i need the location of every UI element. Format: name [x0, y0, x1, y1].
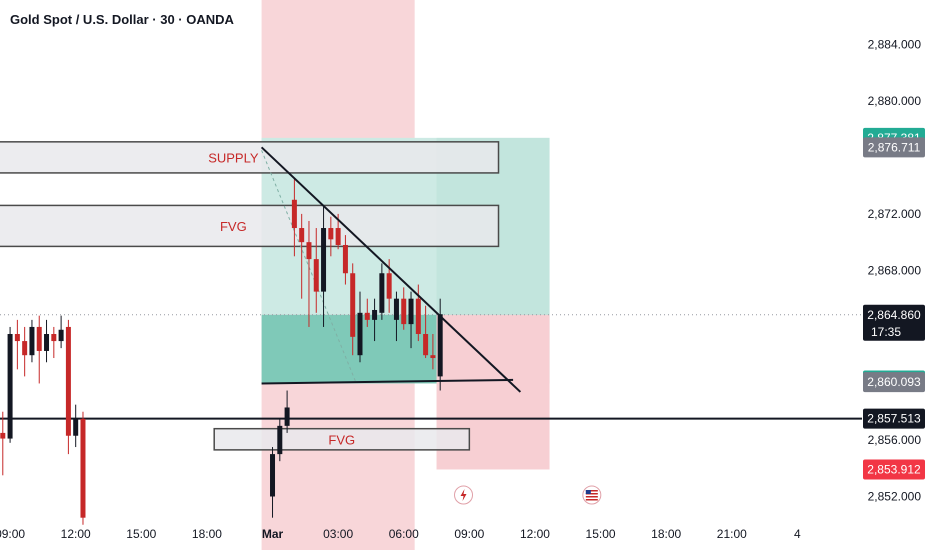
price-badge: [863, 372, 925, 393]
candle: [430, 355, 436, 359]
candle: [58, 329, 64, 342]
price-badge-label: 2,876.711: [868, 140, 921, 154]
fvg-zone-bottom-label: FVG: [328, 432, 355, 447]
candle: [393, 298, 399, 320]
time-tick-label: 09:00: [454, 527, 484, 541]
time-tick-label: Mar: [262, 527, 284, 541]
price-tick-label: 2,856.000: [868, 433, 922, 447]
time-tick-label: 15:00: [126, 527, 156, 541]
price-badge: [863, 459, 925, 480]
candle: [51, 334, 57, 342]
candle: [0, 432, 6, 439]
countdown-label: 17:35: [871, 325, 901, 339]
time-tick-label: 18:00: [192, 527, 222, 541]
candle: [408, 298, 414, 325]
candle: [437, 314, 443, 377]
lightning-event-icon: [454, 485, 474, 505]
candle: [44, 334, 50, 351]
price-badge-label: 2,853.912: [867, 462, 921, 476]
candle: [321, 228, 327, 292]
time-tick-label: 12:00: [520, 527, 550, 541]
price-badge: [863, 304, 925, 341]
price-badge-label: 2,857.513: [867, 412, 921, 426]
candle: [277, 425, 283, 455]
candle: [335, 228, 341, 245]
candle: [306, 242, 312, 260]
lightning-glyph: [460, 489, 467, 501]
candle: [423, 334, 429, 356]
candle: [364, 312, 370, 320]
candle: [73, 418, 79, 436]
price-tick-label: 2,880.000: [868, 94, 922, 108]
candle: [342, 244, 348, 274]
candle: [270, 454, 276, 497]
chart-title: Gold Spot / U.S. Dollar · 30 · OANDA: [10, 12, 234, 27]
candle: [14, 334, 20, 342]
price-tick-label: 2,852.000: [868, 490, 922, 504]
time-tick-label: 09:00: [0, 527, 25, 541]
flag-stripe: [585, 493, 598, 495]
price-tick-label: 2,884.000: [868, 37, 922, 51]
candle: [65, 326, 71, 436]
candle: [379, 273, 385, 313]
fvg-zone-top: [0, 204, 500, 248]
candle: [328, 228, 334, 240]
candle: [372, 309, 378, 320]
fvg-zone-top-label: FVG: [220, 219, 247, 234]
flag-icon-ring: [582, 485, 602, 505]
price-badge: [863, 137, 925, 158]
candle: [415, 298, 421, 335]
time-tick-label: 12:00: [61, 527, 91, 541]
time-tick-label: 15:00: [586, 527, 616, 541]
supply-zone: [0, 141, 500, 174]
triangle-lower-line: [261, 378, 514, 385]
time-tick-label: 03:00: [323, 527, 353, 541]
time-tick-label: 4: [794, 527, 801, 541]
candle: [401, 298, 407, 325]
us-flag-event-icon: [582, 485, 602, 505]
candle: [313, 259, 319, 292]
candle: [29, 326, 35, 356]
time-tick-label: 06:00: [389, 527, 419, 541]
candle: [22, 341, 28, 356]
time-tick-label: 18:00: [651, 527, 681, 541]
candle: [291, 199, 297, 229]
candle: [80, 418, 86, 518]
flag-stripe: [585, 496, 598, 498]
price-badge-label: 2,860.093: [867, 375, 921, 389]
price-tick-label: 2,868.000: [868, 263, 922, 277]
candle: [7, 334, 13, 439]
candle: [386, 273, 392, 299]
candle: [357, 312, 363, 356]
candle: [284, 407, 290, 426]
price-tick-label: 2,872.000: [868, 207, 922, 221]
flag-stripe: [585, 490, 598, 492]
triangle-upper-line: [260, 146, 522, 393]
flag-stripe: [585, 499, 598, 501]
candle: [36, 326, 42, 351]
price-badge-label: 2,864.860: [867, 308, 921, 322]
candle: [299, 228, 305, 243]
candle: [350, 273, 356, 337]
price-badge: [863, 408, 925, 429]
time-tick-label: 21:00: [717, 527, 747, 541]
flag-canton: [585, 490, 591, 494]
supply-zone-label: SUPPLY: [208, 150, 259, 165]
